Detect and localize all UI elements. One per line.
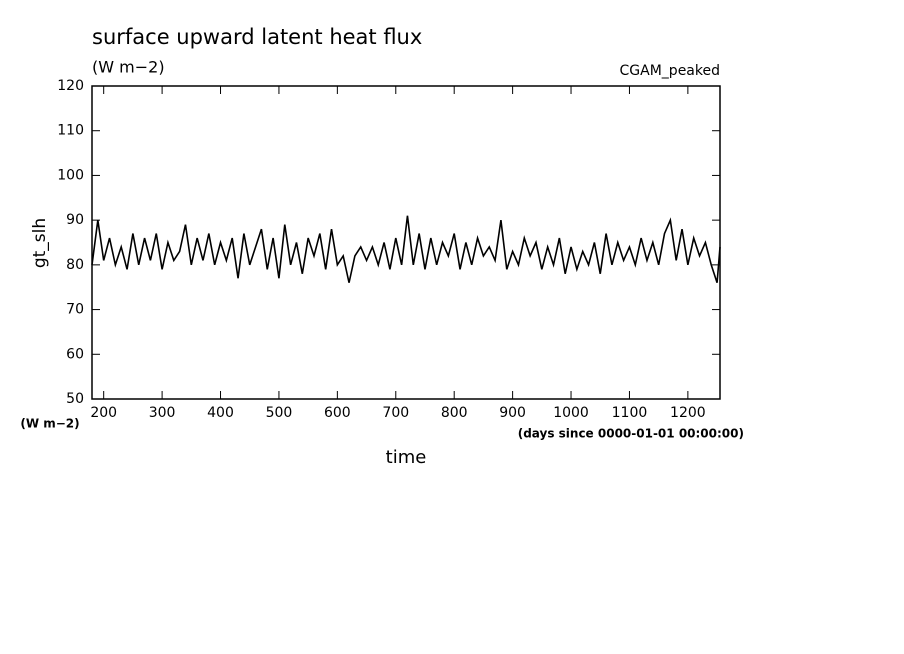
y-tick-label: 50 [66,391,84,407]
x-tick-label: 1000 [553,405,589,421]
x-tick-label: 1200 [670,405,706,421]
x-axis-label: time [386,447,427,468]
x-tick-label: 1100 [612,405,648,421]
y-tick-label: 90 [66,212,84,228]
x-tick-label: 700 [382,405,409,421]
annotation: CGAM_peaked [620,63,720,79]
y-tick-label: 120 [57,78,84,94]
y-tick-label: 80 [66,257,84,273]
x-tick-label: 800 [441,405,468,421]
y-axis-label: gt_slh [30,218,50,268]
chart-subtitle: (W m−2) [92,58,165,77]
y-tick-label: 100 [57,167,84,183]
x-tick-label: 600 [324,405,351,421]
x-tick-label: 900 [499,405,526,421]
y-axis-units: (W m−2) [20,417,79,431]
y-tick-label: 70 [66,302,84,318]
plot-frame [91,85,721,400]
x-tick-label: 400 [207,405,234,421]
y-tick-label: 110 [57,123,84,139]
x-tick-label: 200 [90,405,117,421]
x-tick-label: 500 [266,405,293,421]
x-axis-units: (days since 0000-01-01 00:00:00) [518,427,744,441]
chart-title: surface upward latent heat flux [92,25,422,49]
y-tick-label: 60 [66,346,84,362]
data-line [91,215,721,283]
x-tick-label: 300 [149,405,176,421]
